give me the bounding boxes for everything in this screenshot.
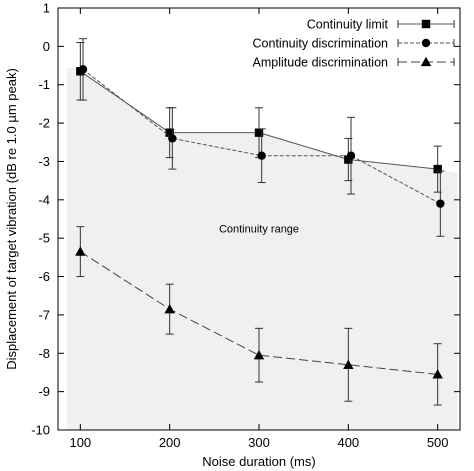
data-point [165,128,174,137]
data-point [78,65,88,74]
y-tick-label: -4 [38,192,50,207]
data-point [164,303,175,314]
data-point [254,128,264,137]
y-tick-label: -8 [38,346,50,361]
y-tick-label: -9 [38,384,50,399]
series-line [82,68,441,205]
continuity-range-area [66,67,458,431]
x-tick-label: 200 [159,435,181,450]
data-point [343,359,354,369]
x-axis-title: Noise duration (ms) [202,454,315,469]
y-tick-label: -5 [38,231,50,246]
y-tick-label: 1 [43,1,50,16]
series-line [80,251,438,375]
legend-label: Continuity limit [307,18,389,32]
legend-marker [420,56,432,67]
y-tick-label: -2 [38,116,50,131]
shaded-region-layer [66,67,458,431]
series-layer [75,38,445,406]
y-tick-label: -7 [38,307,50,322]
data-point [253,349,265,360]
data-point [433,164,442,174]
legend-label: Continuity discrimination [253,37,389,51]
series-triangle [75,226,443,406]
y-tick-label: -10 [31,423,50,438]
x-tick-label: 500 [427,435,449,450]
y-tick-label: -6 [38,269,50,284]
legend-marker [421,19,431,29]
legend-marker [421,38,431,48]
data-point [75,246,86,256]
data-point [257,151,266,160]
data-point [432,369,443,379]
x-tick-label: 100 [69,435,91,450]
y-tick-label: 0 [43,39,50,54]
y-tick-label: -3 [38,154,50,169]
y-axis-title: Displacement of target vibration (dB re … [4,68,19,370]
x-tick-label: 300 [248,435,270,450]
legend: Continuity limit Continuity discriminatio… [253,18,455,70]
series-circle [78,38,445,237]
data-point [168,134,177,143]
data-point [436,199,445,208]
ticks-layer: 1 0 -1 -2 -3 -4 -5 -6 -7 -8 -9 -10 100 200 300 400 500 [31,1,460,450]
data-point [346,151,356,160]
data-point [344,155,353,164]
annotation-continuity-range: Continuity range [219,223,299,235]
y-tick-label: -1 [38,77,50,92]
legend-label: Amplitude discrimination [253,56,389,70]
x-tick-label: 400 [337,435,359,450]
